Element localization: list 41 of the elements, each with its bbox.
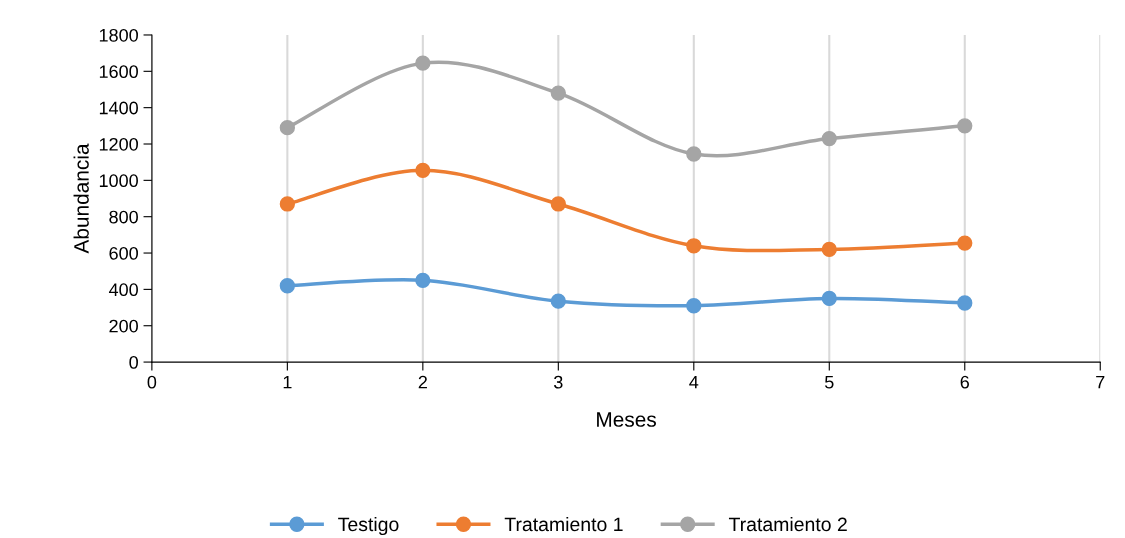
point (415, 55, 431, 71)
y-tick-label: 1400 (99, 101, 138, 115)
point (821, 290, 837, 307)
legend-label: Tratamiento 1 (504, 516, 623, 532)
y-tick-label: 0 (129, 356, 138, 369)
point (550, 196, 566, 212)
x-tick-label: 2 (418, 375, 427, 389)
point (415, 272, 431, 288)
y-tick-label: 1200 (99, 137, 138, 151)
point (957, 118, 973, 134)
point (957, 235, 973, 251)
point (686, 238, 702, 254)
x-axis-title: Meses (597, 412, 656, 427)
y-axis-title: Abundancia (73, 143, 89, 254)
point (550, 293, 566, 309)
point (279, 120, 295, 136)
legend-label: Tratamiento 2 (728, 516, 847, 532)
point (821, 130, 837, 147)
point (686, 298, 702, 314)
legend-label: Testigo (338, 516, 399, 536)
point (821, 241, 837, 258)
x-tick-label: 3 (553, 375, 563, 389)
x-tick-label: 1 (283, 375, 292, 389)
x-tick-label: 5 (824, 375, 834, 389)
y-tick-label: 400 (108, 283, 138, 297)
point (279, 196, 295, 212)
y-tick-label: 800 (109, 210, 138, 224)
point (957, 295, 973, 311)
y-tick-label: 1600 (99, 65, 138, 79)
y-tick-label: 200 (109, 319, 138, 333)
y-tick-label: 1000 (99, 174, 138, 188)
x-tick-label: 4 (689, 375, 699, 389)
x-tick-label: 0 (147, 375, 157, 389)
point (415, 162, 431, 178)
point (279, 278, 295, 294)
point (550, 85, 566, 101)
y-tick-label: 1800 (99, 28, 138, 42)
x-tick-label: 6 (960, 375, 969, 389)
x-tick-label: 7 (1096, 375, 1105, 389)
y-tick-label: 600 (109, 246, 138, 260)
point (686, 146, 702, 162)
